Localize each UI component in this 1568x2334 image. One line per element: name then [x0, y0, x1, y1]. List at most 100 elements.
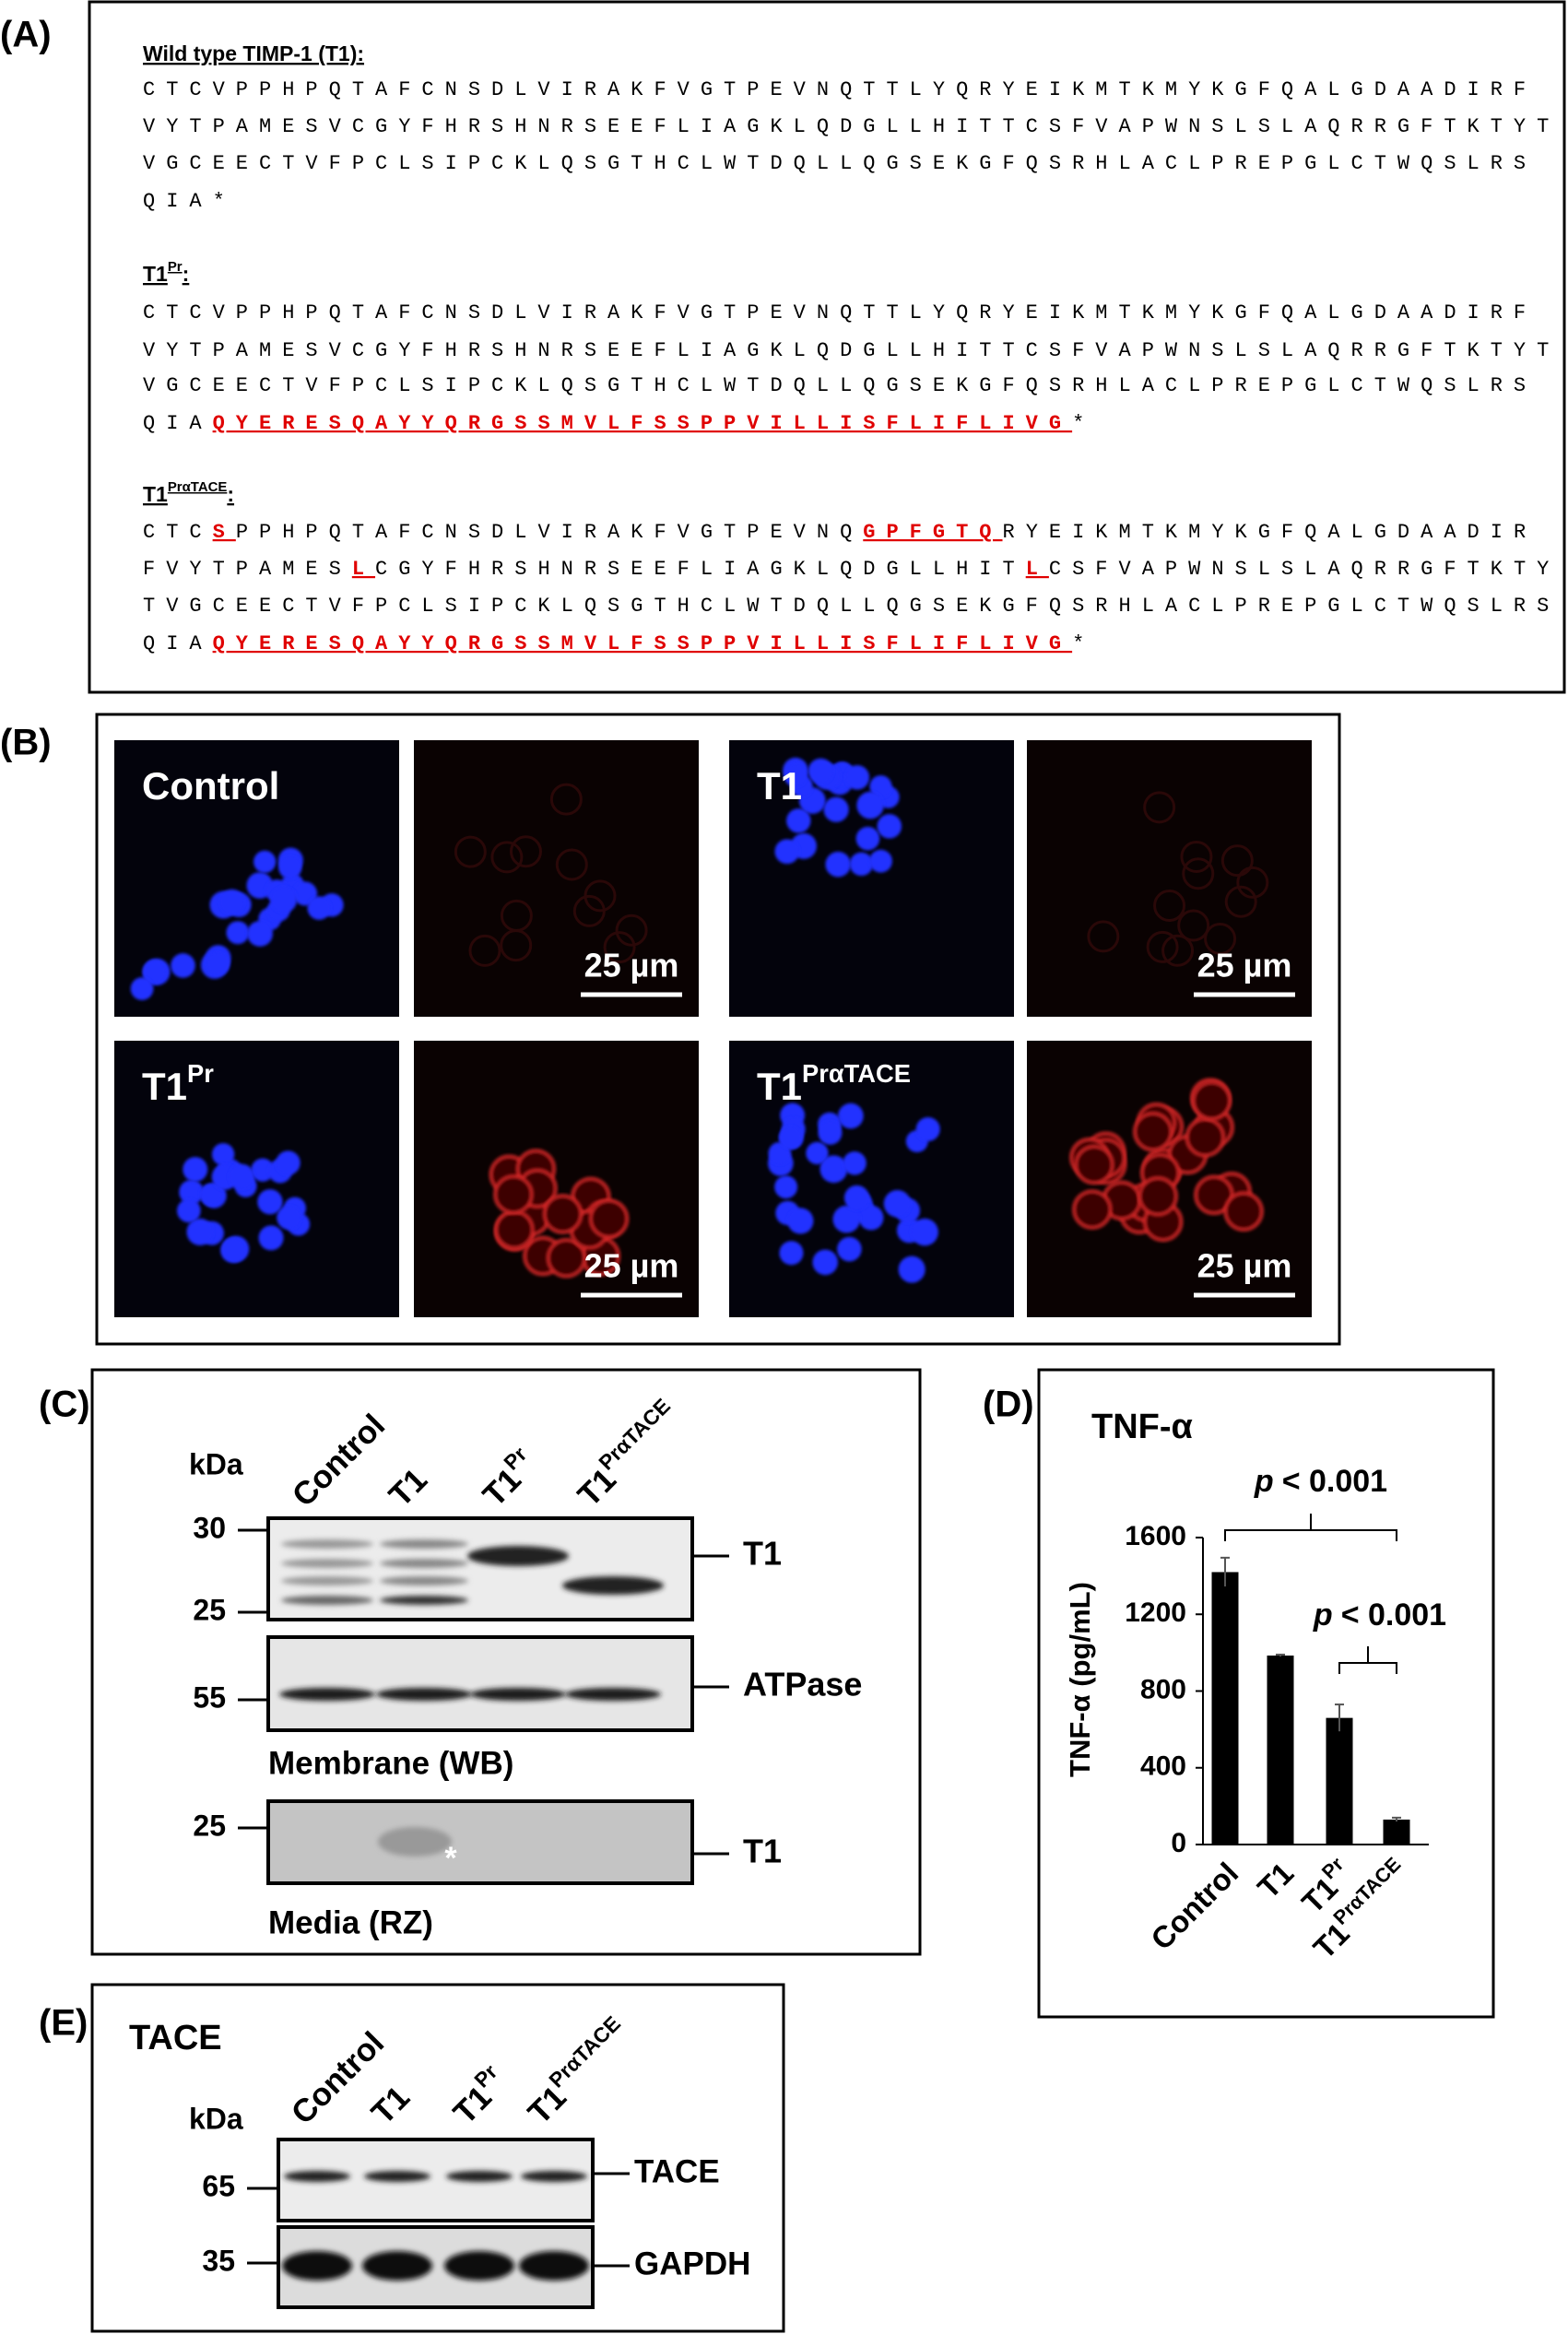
sequence-title-sup: Pr	[168, 259, 183, 275]
nucleus	[183, 1157, 208, 1183]
sequence-title: T1PrαTACE:	[143, 479, 234, 506]
y-tick-label: 1600	[1125, 1521, 1186, 1551]
lane-label: Control	[286, 1408, 393, 1515]
lane-label: T1	[365, 2080, 417, 2131]
cell	[1177, 909, 1210, 942]
panel-b-frame	[95, 713, 1341, 1346]
kda-label: kDa	[189, 1447, 243, 1480]
blot	[266, 1799, 694, 1885]
image-label: T1PrαTACE	[757, 1059, 911, 1108]
nucleus	[186, 1218, 214, 1245]
fraction-label: Membrane (WB)	[268, 1745, 513, 1781]
nucleus	[856, 791, 884, 819]
nucleus	[171, 953, 195, 978]
significance-bracket	[1338, 1646, 1397, 1674]
cell-membrane	[588, 1198, 630, 1240]
sequence-line: VGCEECTVFPCLSIPCKLQSGTHCLWTDQLLQGSEKGFQS…	[143, 374, 1537, 397]
category: Control	[1144, 1856, 1244, 1956]
sequence-title-text: T1	[143, 262, 168, 286]
annotation-italic: p	[1254, 1464, 1274, 1499]
nucleus	[229, 1163, 254, 1190]
kda-label: kDa	[189, 2102, 243, 2135]
scale-bar-label: 25 µm	[584, 1247, 679, 1285]
sequence-line: VGCEECTVFPCLSIPCKLQSGTHCLWTDQLLQGSEKGFQS…	[143, 152, 1537, 175]
nucleus	[898, 1255, 925, 1283]
sequence-title-suffix: :	[227, 482, 234, 506]
cell	[555, 848, 588, 881]
residues: *	[1072, 632, 1095, 655]
blot-label: ATPase	[743, 1666, 862, 1703]
nucleus	[911, 1218, 938, 1246]
chart-title: TNF-α	[1091, 1408, 1193, 1446]
band	[281, 1539, 373, 1549]
residues: PPHPQTAFCNSDLVIRAKFVGTPEVNQ	[236, 521, 863, 544]
cell-membrane	[1073, 1144, 1114, 1185]
cell	[1182, 857, 1215, 890]
cell-membrane	[1132, 1111, 1173, 1152]
nucleus	[825, 851, 851, 878]
panel-label: (A)	[0, 15, 52, 55]
asterisk: *	[444, 1841, 457, 1876]
cell	[1220, 844, 1254, 878]
band	[364, 2171, 430, 2182]
residues: CTCVPPHPQTAFCNSDLVIRAKFVGTPEVNQTTLYQRYEI…	[143, 78, 1537, 101]
panel-d-frame	[1037, 1368, 1495, 2019]
nucleus	[784, 763, 808, 787]
marker-label: 55	[193, 1680, 226, 1714]
y-tick-label: 1200	[1125, 1597, 1186, 1628]
cell	[500, 929, 533, 962]
image-label-sup: PrαTACE	[802, 1059, 911, 1088]
residues: VGCEECTVFPCLSIPCKLQSGTHCLWTDQLLQGSEKGFQS…	[143, 374, 1537, 397]
nucleus	[837, 1236, 862, 1262]
cell	[454, 835, 487, 868]
band	[281, 1596, 373, 1605]
cell-membrane	[493, 1173, 535, 1215]
nucleus	[832, 1205, 861, 1233]
y-axis-label: TNF-α (pg/mL)	[1064, 1582, 1096, 1777]
blot-label: T1	[743, 1535, 782, 1573]
band	[565, 1688, 661, 1701]
image-label: T1	[757, 764, 802, 807]
sequence-title-suffix: :	[183, 262, 190, 286]
mutated-residues: L	[1026, 558, 1049, 581]
residues: *	[1072, 412, 1095, 435]
cell	[1087, 920, 1120, 953]
cell	[509, 835, 542, 868]
nucleus	[247, 920, 273, 947]
lane-label: T1	[383, 1462, 434, 1514]
band	[444, 2251, 514, 2281]
nucleus	[219, 889, 245, 914]
nucleus	[251, 1158, 275, 1182]
cell	[1224, 885, 1257, 918]
nucleus	[206, 951, 230, 975]
y-tick-label: 0	[1171, 1828, 1186, 1858]
image-label: Control	[142, 764, 279, 807]
cell-membrane	[493, 1209, 535, 1251]
sequence-title-text: T1	[143, 482, 168, 506]
nucleus	[869, 849, 892, 873]
image-label-text: T1	[142, 1065, 187, 1108]
cell-membrane	[542, 1194, 584, 1235]
significance-bracket	[1224, 1514, 1397, 1541]
x-tick-label: Control	[1144, 1856, 1244, 1956]
cell-membrane	[1185, 1116, 1226, 1158]
nucleus	[844, 765, 870, 790]
cell	[1143, 791, 1176, 824]
bar	[1267, 1655, 1294, 1845]
residues: QIA	[143, 412, 213, 435]
panel-label: (D)	[983, 1385, 1034, 1425]
residues: QIA*	[143, 190, 236, 213]
smudge	[378, 1827, 452, 1857]
lane-label: T1PrαTACE	[517, 2011, 637, 2131]
cell-membrane	[1191, 1080, 1232, 1122]
band	[362, 2251, 432, 2281]
mutated-residues: GPFGTQ	[863, 521, 1002, 544]
band	[282, 2251, 352, 2281]
y-tick-label: 400	[1140, 1751, 1186, 1782]
sequence-title: Wild type TIMP-1 (T1):	[143, 41, 364, 65]
nucleus	[257, 1189, 283, 1215]
nucleus	[855, 826, 880, 851]
nucleus	[270, 886, 298, 914]
residues: CGYFHRSHNRSEEFLIAGKLQDGLLHIT	[375, 558, 1026, 581]
band	[380, 1539, 468, 1549]
